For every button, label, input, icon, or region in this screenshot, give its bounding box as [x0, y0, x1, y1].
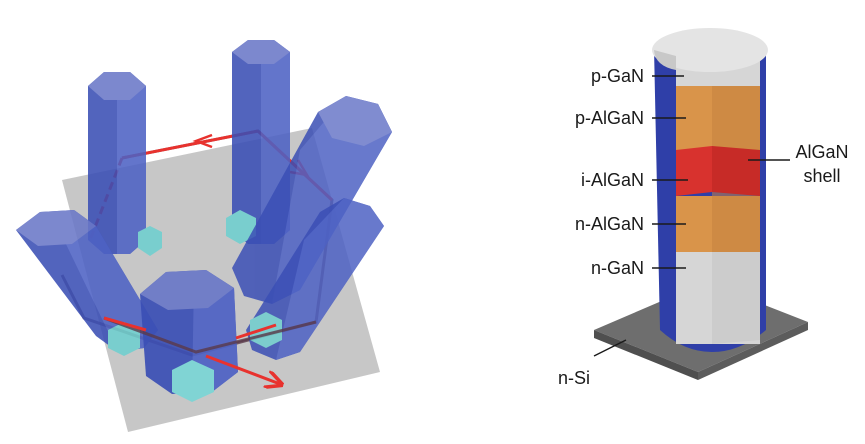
- label-algan-shell-line2: shell: [803, 166, 840, 186]
- label-i-algan: i-AlGaN: [581, 170, 644, 190]
- light-path-red-front: [235, 323, 277, 340]
- pillar-far-right: [246, 198, 384, 360]
- light-path-red-lower-left: [103, 316, 147, 332]
- path-arrow-top: [192, 133, 213, 149]
- nanowire-ring-figure: [16, 40, 392, 432]
- pillar-back-left: [88, 72, 162, 256]
- label-algan-shell-line1: AlGaN: [795, 142, 848, 162]
- light-path-front: [103, 316, 317, 354]
- label-n-si: n-Si: [558, 368, 590, 388]
- label-p-algan: p-AlGaN: [575, 108, 644, 128]
- nanowire-cross-section-figure: p-GaN p-AlGaN i-AlGaN n-AlGaN n-GaN AlGa…: [558, 28, 849, 388]
- label-p-gan: p-GaN: [591, 66, 644, 86]
- nanowire-top-cap: [652, 28, 768, 72]
- label-n-gan: n-GaN: [591, 258, 644, 278]
- pillar-left: [16, 210, 158, 356]
- label-n-algan: n-AlGaN: [575, 214, 644, 234]
- light-exit-arrow: [205, 354, 280, 384]
